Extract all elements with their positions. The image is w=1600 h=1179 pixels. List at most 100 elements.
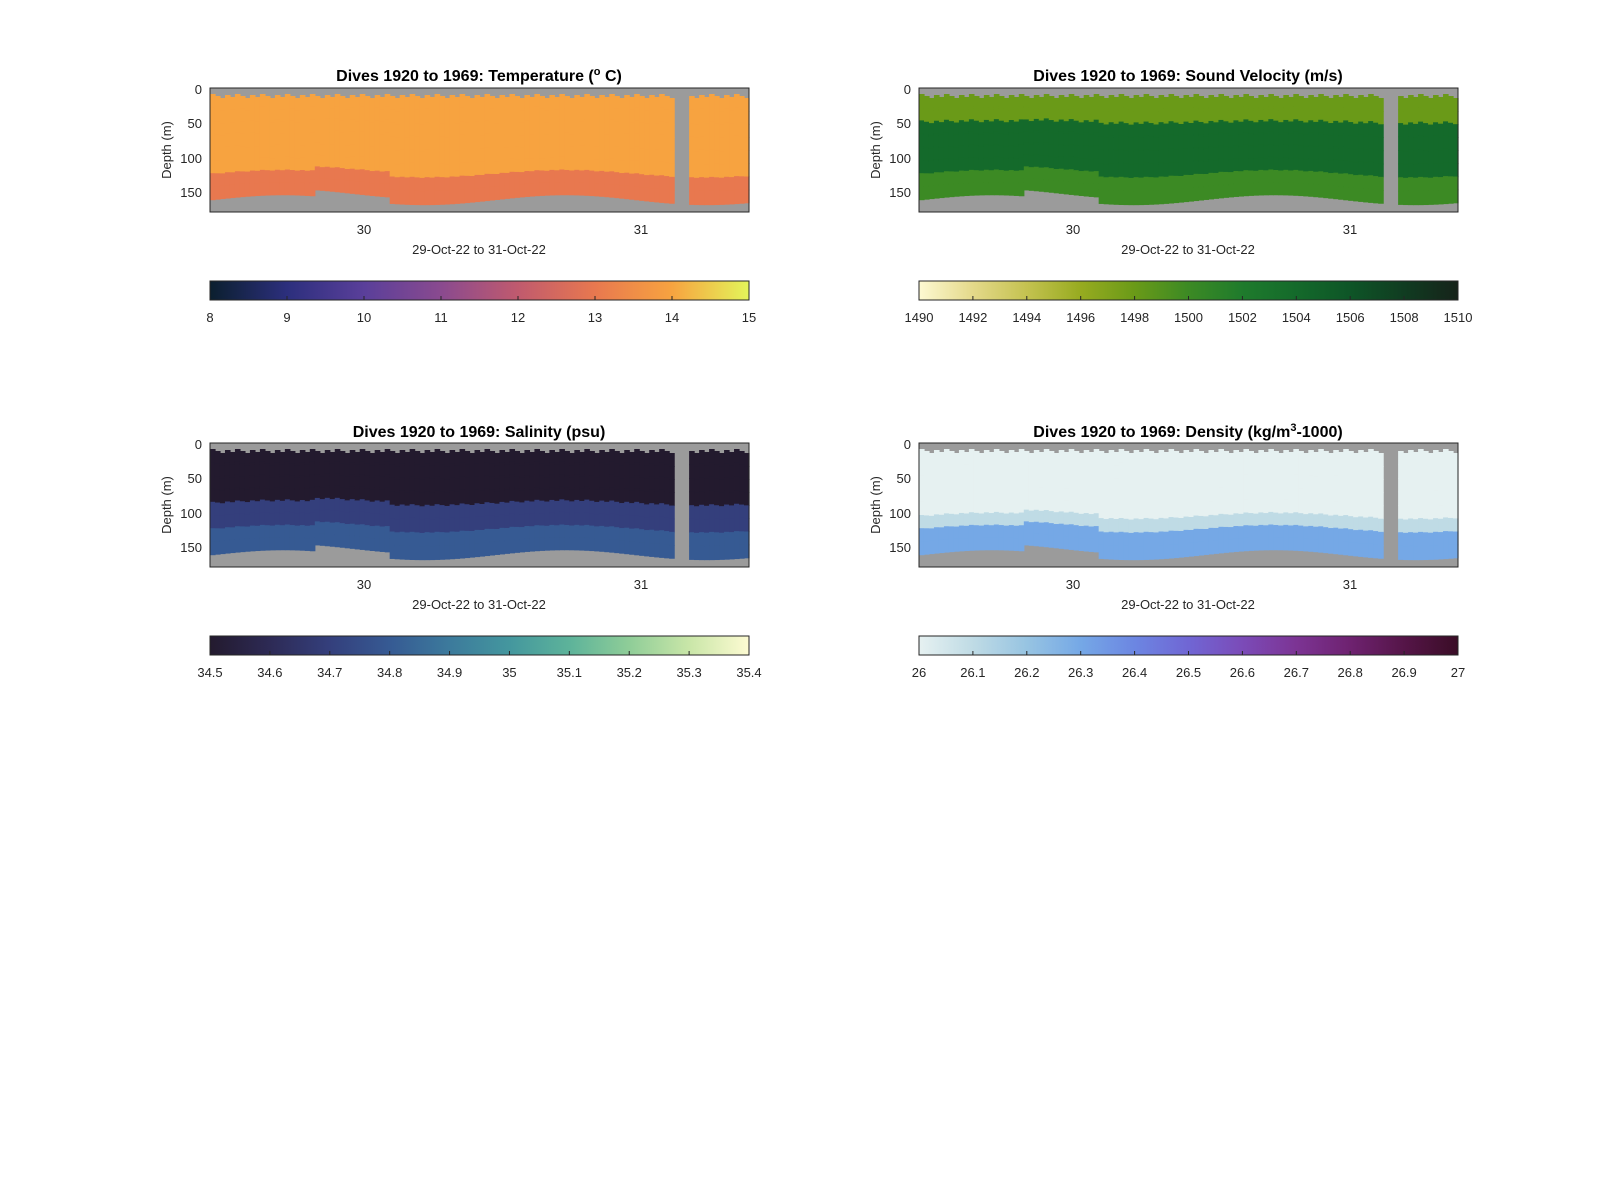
- heatmap-cell: [724, 545, 730, 560]
- heatmap-cell: [604, 159, 610, 173]
- heatmap-cell: [629, 160, 635, 175]
- heatmap-cell: [324, 521, 331, 535]
- heatmap-cell: [1023, 96, 1030, 109]
- heatmap-cell: [609, 145, 615, 160]
- heatmap-cell: [509, 513, 516, 528]
- heatmap-cell: [1228, 477, 1235, 491]
- heatmap-cell: [274, 182, 281, 196]
- heatmap-cell: [554, 145, 560, 159]
- heatmap-cell: [579, 182, 585, 196]
- heatmap-cell: [943, 461, 950, 476]
- heatmap-cell: [928, 490, 935, 504]
- heatmap-cell: [1133, 149, 1140, 165]
- heatmap-cell: [1138, 478, 1145, 493]
- heatmap-cell: [484, 187, 491, 202]
- heatmap-cell: [339, 180, 346, 193]
- heatmap-cell: [214, 502, 221, 517]
- heatmap-cell: [1423, 532, 1429, 547]
- heatmap-cell: [569, 122, 575, 135]
- heatmap-cell: [1268, 156, 1274, 171]
- heatmap-cell: [1433, 545, 1439, 560]
- heatmap-cell: [444, 479, 451, 494]
- heatmap-cell: [1363, 97, 1369, 111]
- heatmap-cell: [1143, 531, 1150, 547]
- heatmap-cell: [354, 109, 361, 122]
- heatmap-cell: [524, 171, 531, 185]
- heatmap-cell: [953, 453, 960, 466]
- heatmap-cell: [264, 525, 271, 539]
- heatmap-cell: [739, 149, 745, 164]
- heatmap-cell: [1343, 146, 1349, 161]
- heatmap-cell: [269, 525, 276, 539]
- heatmap-cell: [559, 106, 565, 120]
- heatmap-cell: [1063, 181, 1070, 195]
- heatmap-cell: [1353, 478, 1359, 493]
- heatmap-cell: [359, 511, 366, 525]
- heatmap-cell: [689, 109, 695, 124]
- heatmap-cell: [1043, 118, 1050, 132]
- heatmap-cell: [499, 475, 506, 490]
- heatmap-cell: [1033, 178, 1040, 192]
- heatmap-cell: [1043, 106, 1050, 119]
- heatmap-cell: [943, 526, 950, 540]
- heatmap-cell: [589, 475, 595, 489]
- heatmap-cell: [449, 190, 456, 205]
- heatmap-cell: [983, 537, 990, 551]
- heatmap-cell: [469, 531, 476, 545]
- heatmap-cell: [1238, 489, 1244, 503]
- heatmap-cell: [744, 505, 750, 520]
- heatmap-cell: [1318, 119, 1324, 134]
- heatmap-cell: [1103, 479, 1110, 494]
- heatmap-cell: [1433, 95, 1439, 110]
- heatmap-cell: [1398, 150, 1404, 165]
- heatmap-cell: [1203, 123, 1210, 137]
- heatmap-cell: [1118, 190, 1125, 205]
- heatmap-cell: [589, 108, 595, 122]
- heatmap-cell: [729, 532, 735, 547]
- heatmap-cell: [1193, 120, 1200, 135]
- heatmap-cell: [269, 465, 276, 478]
- heatmap-cell: [973, 182, 980, 196]
- heatmap-cell: [639, 490, 645, 504]
- heatmap-cell: [449, 135, 456, 150]
- heatmap-cell: [1233, 450, 1240, 464]
- heatmap-cell: [234, 449, 241, 463]
- heatmap-cell: [319, 487, 326, 500]
- heatmap-cell: [609, 487, 615, 502]
- heatmap-cell: [1048, 451, 1055, 464]
- heatmap-cell: [629, 122, 635, 136]
- heatmap-cell: [384, 158, 391, 172]
- heatmap-cell: [938, 502, 945, 516]
- heatmap-cell: [509, 158, 516, 173]
- heatmap-cell: [1323, 121, 1329, 135]
- heatmap-cell: [389, 176, 396, 191]
- heatmap-cell: [1398, 518, 1404, 533]
- x-tick-label: 30: [1066, 222, 1080, 237]
- heatmap-cell: [434, 190, 441, 205]
- heatmap-cell: [414, 532, 421, 547]
- heatmap-cell: [1443, 107, 1449, 122]
- heatmap-cell: [324, 497, 331, 511]
- heatmap-cell: [424, 518, 431, 533]
- heatmap-cell: [584, 157, 590, 171]
- heatmap-cell: [739, 491, 745, 506]
- heatmap-cell: [1288, 182, 1294, 196]
- heatmap-cell: [1108, 95, 1115, 110]
- heatmap-cell: [624, 95, 630, 109]
- heatmap-cell: [1153, 453, 1160, 467]
- heatmap-cell: [1233, 133, 1240, 147]
- heatmap-cell: [1028, 522, 1035, 535]
- heatmap-cell: [1243, 157, 1249, 171]
- heatmap-cell: [634, 94, 640, 108]
- heatmap-cell: [1378, 163, 1384, 178]
- heatmap-cell: [1453, 518, 1459, 533]
- heatmap-cell: [1398, 190, 1404, 205]
- heatmap-cell: [444, 124, 451, 139]
- heatmap-cell: [654, 123, 660, 137]
- heatmap-cell: [519, 527, 526, 541]
- heatmap-cell: [1378, 137, 1384, 152]
- heatmap-cell: [1128, 124, 1135, 139]
- heatmap-cell: [1253, 513, 1259, 527]
- heatmap-cell: [484, 462, 491, 477]
- heatmap-cell: [1148, 96, 1155, 111]
